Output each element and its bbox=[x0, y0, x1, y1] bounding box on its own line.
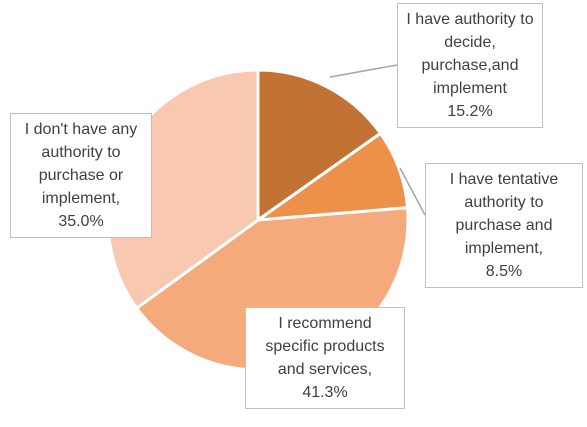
data-label: I recommend specific products and servic… bbox=[245, 307, 405, 409]
category-label: I have tentative authority to purchase a… bbox=[449, 171, 559, 257]
value-label: 41.3% bbox=[302, 384, 348, 401]
category-label: I don't have any authority to purchase o… bbox=[24, 121, 138, 207]
pie-slice bbox=[256, 68, 383, 223]
category-label: I recommend specific products and servic… bbox=[265, 315, 385, 378]
leader-line bbox=[399, 167, 426, 216]
data-label: I have authority to decide, purchase,and… bbox=[397, 3, 543, 128]
value-label: 15.2% bbox=[447, 103, 493, 120]
leader-line bbox=[329, 64, 398, 78]
category-label: I have authority to decide, purchase,and… bbox=[406, 11, 534, 97]
data-label: I don't have any authority to purchase o… bbox=[10, 113, 152, 238]
data-label: I have tentative authority to purchase a… bbox=[425, 163, 583, 288]
value-label: 35.0% bbox=[58, 213, 104, 230]
value-label: 8.5% bbox=[485, 263, 523, 280]
